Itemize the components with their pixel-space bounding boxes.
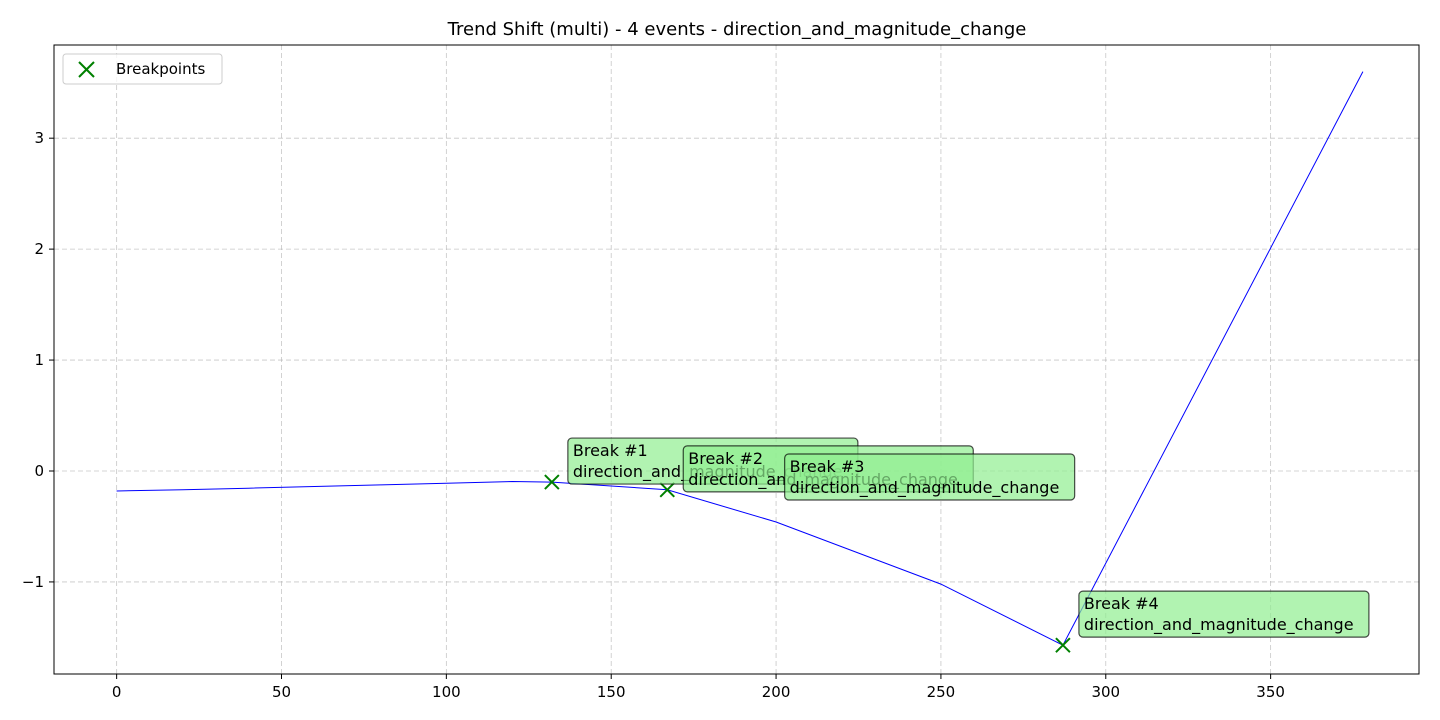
chart-title: Trend Shift (multi) - 4 events - directi… [447,19,1027,40]
breakpoint-markers [544,474,1071,653]
y-tick-label: 0 [34,462,44,480]
plot-frame [53,44,1420,675]
grid [54,45,1419,674]
annotation-title: Break #3 [790,457,865,476]
y-tick-label: 2 [34,240,44,258]
legend-box [62,53,223,85]
y-tick-label: 1 [34,351,44,369]
legend-marker-x-icon [78,61,95,78]
series-line [116,71,1364,646]
legend: Breakpoints [62,53,223,85]
annotations: Break #1direction_and_magnitude_changeBr… [567,437,1370,638]
annotation-box: Break #3 direction_and_magnitude_change [784,453,1076,501]
breakpoint-x-icon [544,474,560,490]
annotation-bg [784,453,1076,501]
annotation-title: Break #1 [573,441,648,460]
x-tick-label: 200 [762,683,791,701]
y-tick-label: −1 [22,573,44,591]
annotation-title: Break #2 [688,449,763,468]
annotation-label: direction_and_magnitude_change [790,478,1060,498]
annotation-title: Break #4 [1084,594,1159,613]
x-tick-label: 150 [597,683,626,701]
y-tick-label: 3 [34,129,44,147]
breakpoint-x-icon [1055,637,1071,653]
legend-label: Breakpoints [116,60,205,78]
series-layer [116,71,1364,646]
x-tick-label: 300 [1091,683,1120,701]
axis-ticks: 0 50 100 150 200 250 300 350 −1 0 1 2 3 [22,129,1285,701]
x-tick-label: 350 [1256,683,1285,701]
x-tick-label: 50 [272,683,291,701]
annotation-bg [1078,590,1370,638]
annotation-label: direction_and_magnitude_change [1084,615,1354,635]
annotation-box: Break #4 direction_and_magnitude_change [1078,590,1370,638]
x-tick-label: 250 [927,683,956,701]
x-tick-label: 100 [432,683,461,701]
breakpoint-x-icon [659,482,675,498]
x-tick-label: 0 [112,683,122,701]
